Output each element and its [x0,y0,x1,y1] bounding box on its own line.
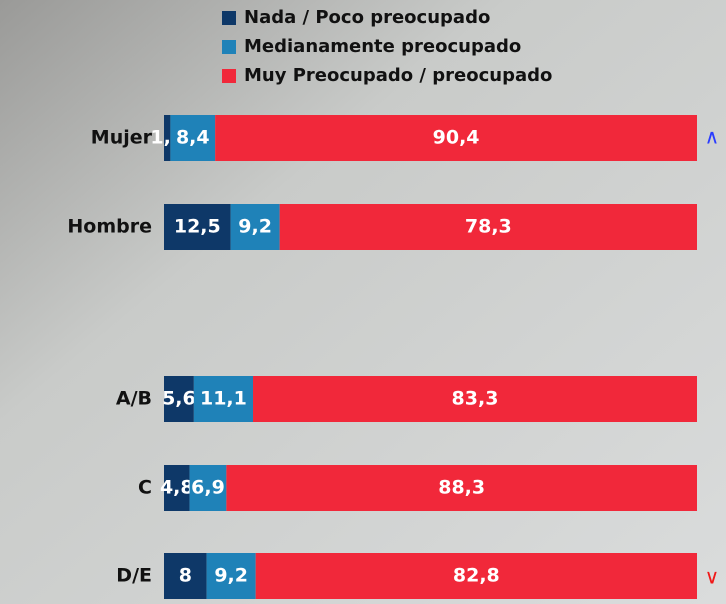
bar-segment [230,204,280,250]
legend-label: Nada / Poco preocupado [244,7,490,28]
bar-segment [189,465,227,511]
category-label: C [138,477,152,499]
legend-label: Muy Preocupado / preocupado [244,65,552,86]
category-label: A/B [116,388,152,410]
value-label: 6,9 [191,477,225,499]
bar-segment [255,553,697,599]
legend-swatch [222,40,236,54]
value-label: 12,5 [174,216,221,238]
up-arrow: ∧ [705,125,720,149]
bar-segment [164,465,190,511]
legend-label: Medianamente preocupado [244,36,521,57]
category-label: Hombre [67,216,152,238]
value-label: 11,1 [200,388,247,410]
value-label: 78,3 [465,216,512,238]
value-label: 90,4 [433,127,480,149]
legend-swatch [222,69,236,83]
value-label: 8,4 [176,127,210,149]
value-label: 82,8 [453,565,500,587]
value-label: 83,3 [452,388,499,410]
bar-segment [193,376,254,422]
bar-segment [164,204,231,250]
value-label: 9,2 [214,565,248,587]
value-label: 5,6 [162,388,196,410]
legend-swatch [222,11,236,25]
bar-segment [279,204,697,250]
bar-segment [164,553,207,599]
bar-segment [226,465,697,511]
down-arrow: ∨ [705,565,720,589]
bar-segment [170,115,216,161]
bar-segment [215,115,697,161]
bar-segment [164,376,194,422]
bar-segment [164,115,171,161]
value-label: 88,3 [438,477,485,499]
value-label: 8 [179,565,192,587]
bar-segment [206,553,256,599]
bar-segment [253,376,698,422]
category-label: D/E [116,565,152,587]
value-label: 9,2 [238,216,272,238]
value-label: 4,8 [160,477,194,499]
category-label: Mujer [91,127,153,149]
